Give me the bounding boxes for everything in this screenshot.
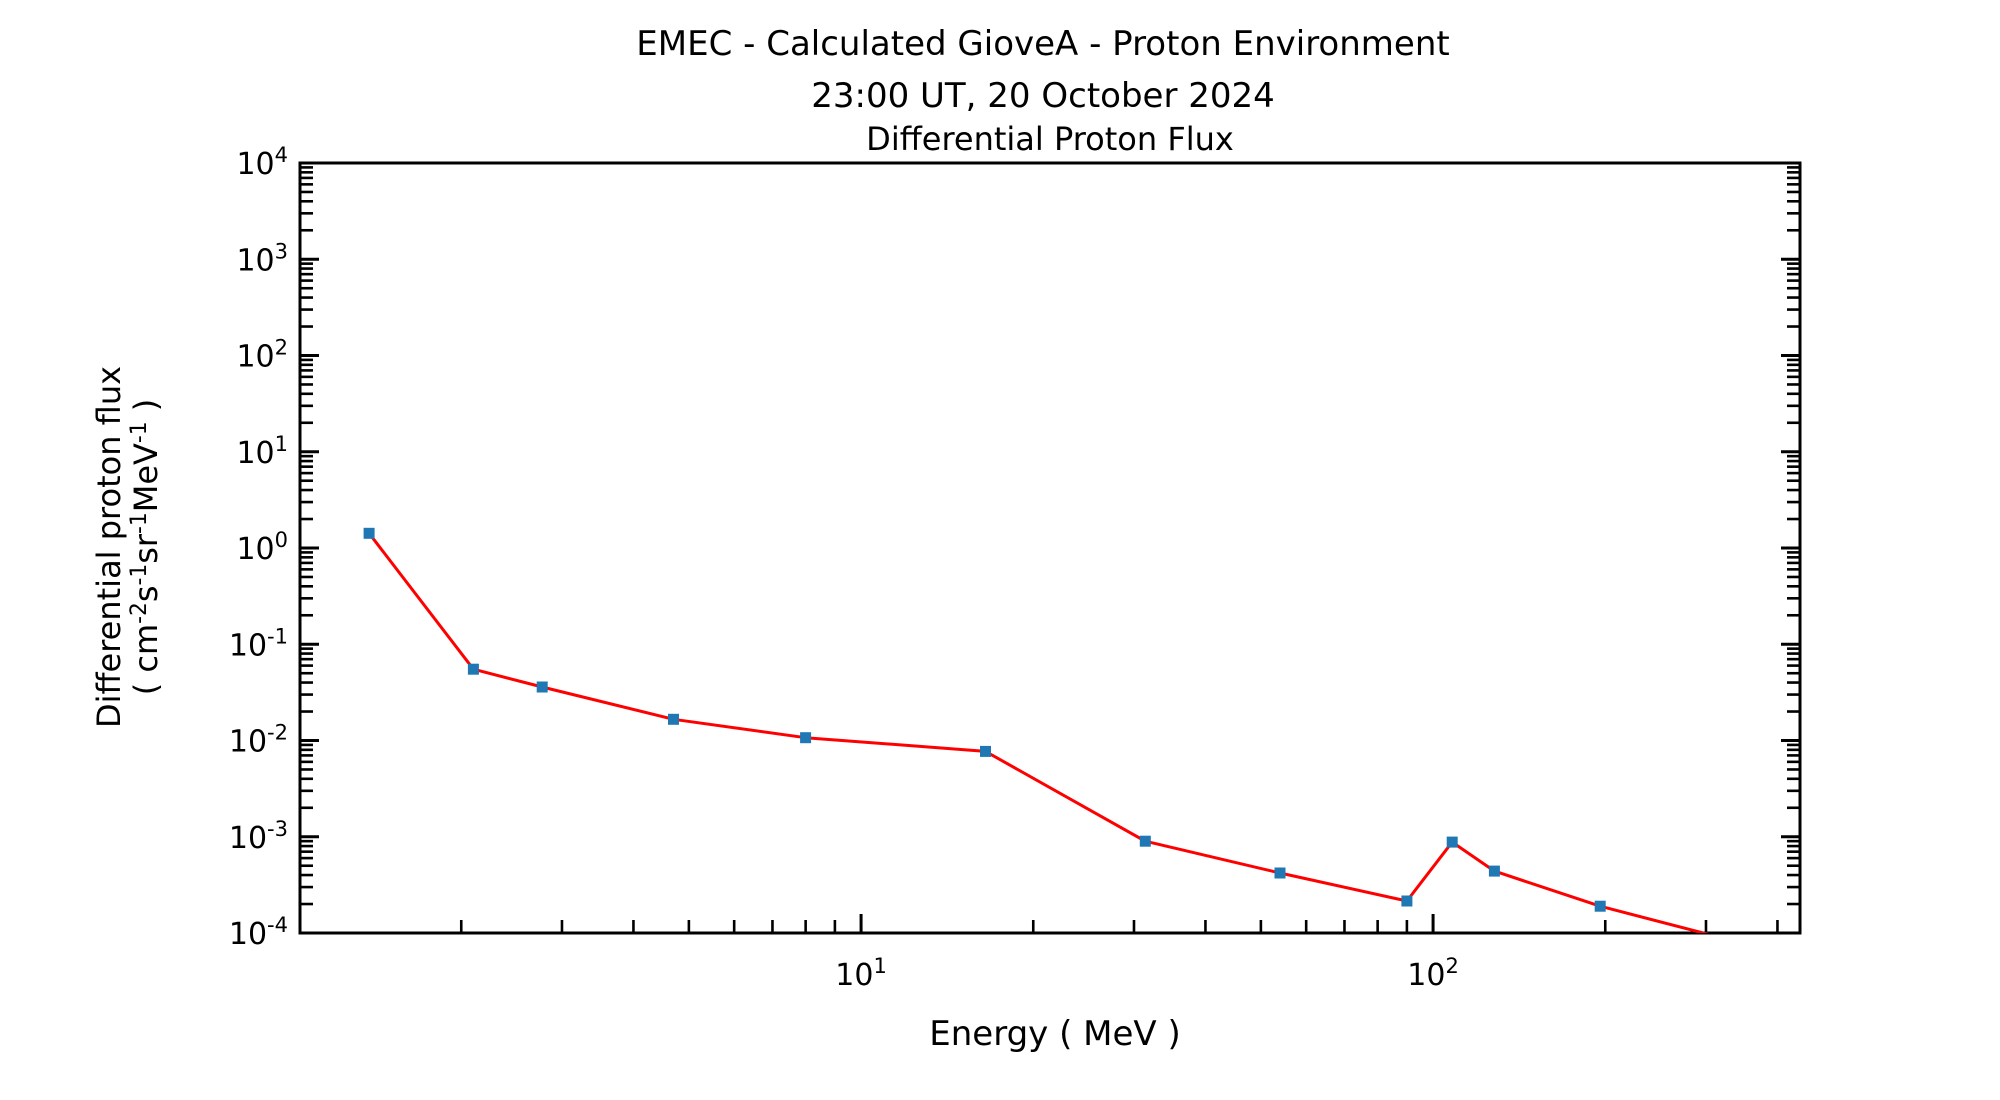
figure-title-line2: 23:00 UT, 20 October 2024 [811, 76, 1275, 116]
y-tick-label: 10-2 [229, 721, 288, 760]
x-tick-label: 101 [835, 954, 887, 993]
data-point-marker [536, 681, 548, 693]
y-tick-label: 104 [236, 143, 288, 182]
x-axis-label: Energy ( MeV ) [929, 1014, 1181, 1054]
y-tick-label: 100 [236, 528, 288, 567]
data-point-marker [1594, 900, 1606, 912]
data-markers [363, 527, 1783, 958]
data-point-marker [363, 527, 375, 539]
data-line [367, 531, 1710, 933]
x-tick-label: 102 [1407, 954, 1459, 993]
x-tick-labels: 101 102 [835, 954, 1459, 993]
data-point-marker [800, 732, 812, 744]
data-point-marker [668, 713, 679, 725]
data-point-marker [1274, 867, 1286, 879]
plot-border [298, 161, 1802, 935]
data-point-marker [1446, 836, 1458, 848]
data-point-marker [1139, 835, 1151, 847]
y-tick-label: 10-4 [229, 913, 288, 952]
figure-title-line1: EMEC - Calculated GioveA - Proton Enviro… [636, 24, 1450, 64]
y-axis-ticks [300, 161, 1800, 935]
data-point-marker [1488, 865, 1500, 877]
data-point-marker [1772, 947, 1783, 958]
data-point-marker [980, 745, 991, 757]
axes-title: Differential Proton Flux [866, 120, 1234, 158]
data-point-marker [467, 663, 479, 675]
x-axis-ticks [459, 914, 1779, 933]
y-tick-labels: 104 103 102 101 100 10-1 10-2 10-3 10-4 [229, 143, 288, 952]
y-tick-label: 10-3 [229, 817, 288, 856]
data-point-marker [1401, 895, 1413, 907]
y-tick-label: 102 [236, 336, 288, 375]
y-tick-label: 103 [236, 239, 288, 278]
y-tick-label: 101 [236, 432, 288, 471]
y-tick-label: 10-1 [229, 624, 288, 663]
